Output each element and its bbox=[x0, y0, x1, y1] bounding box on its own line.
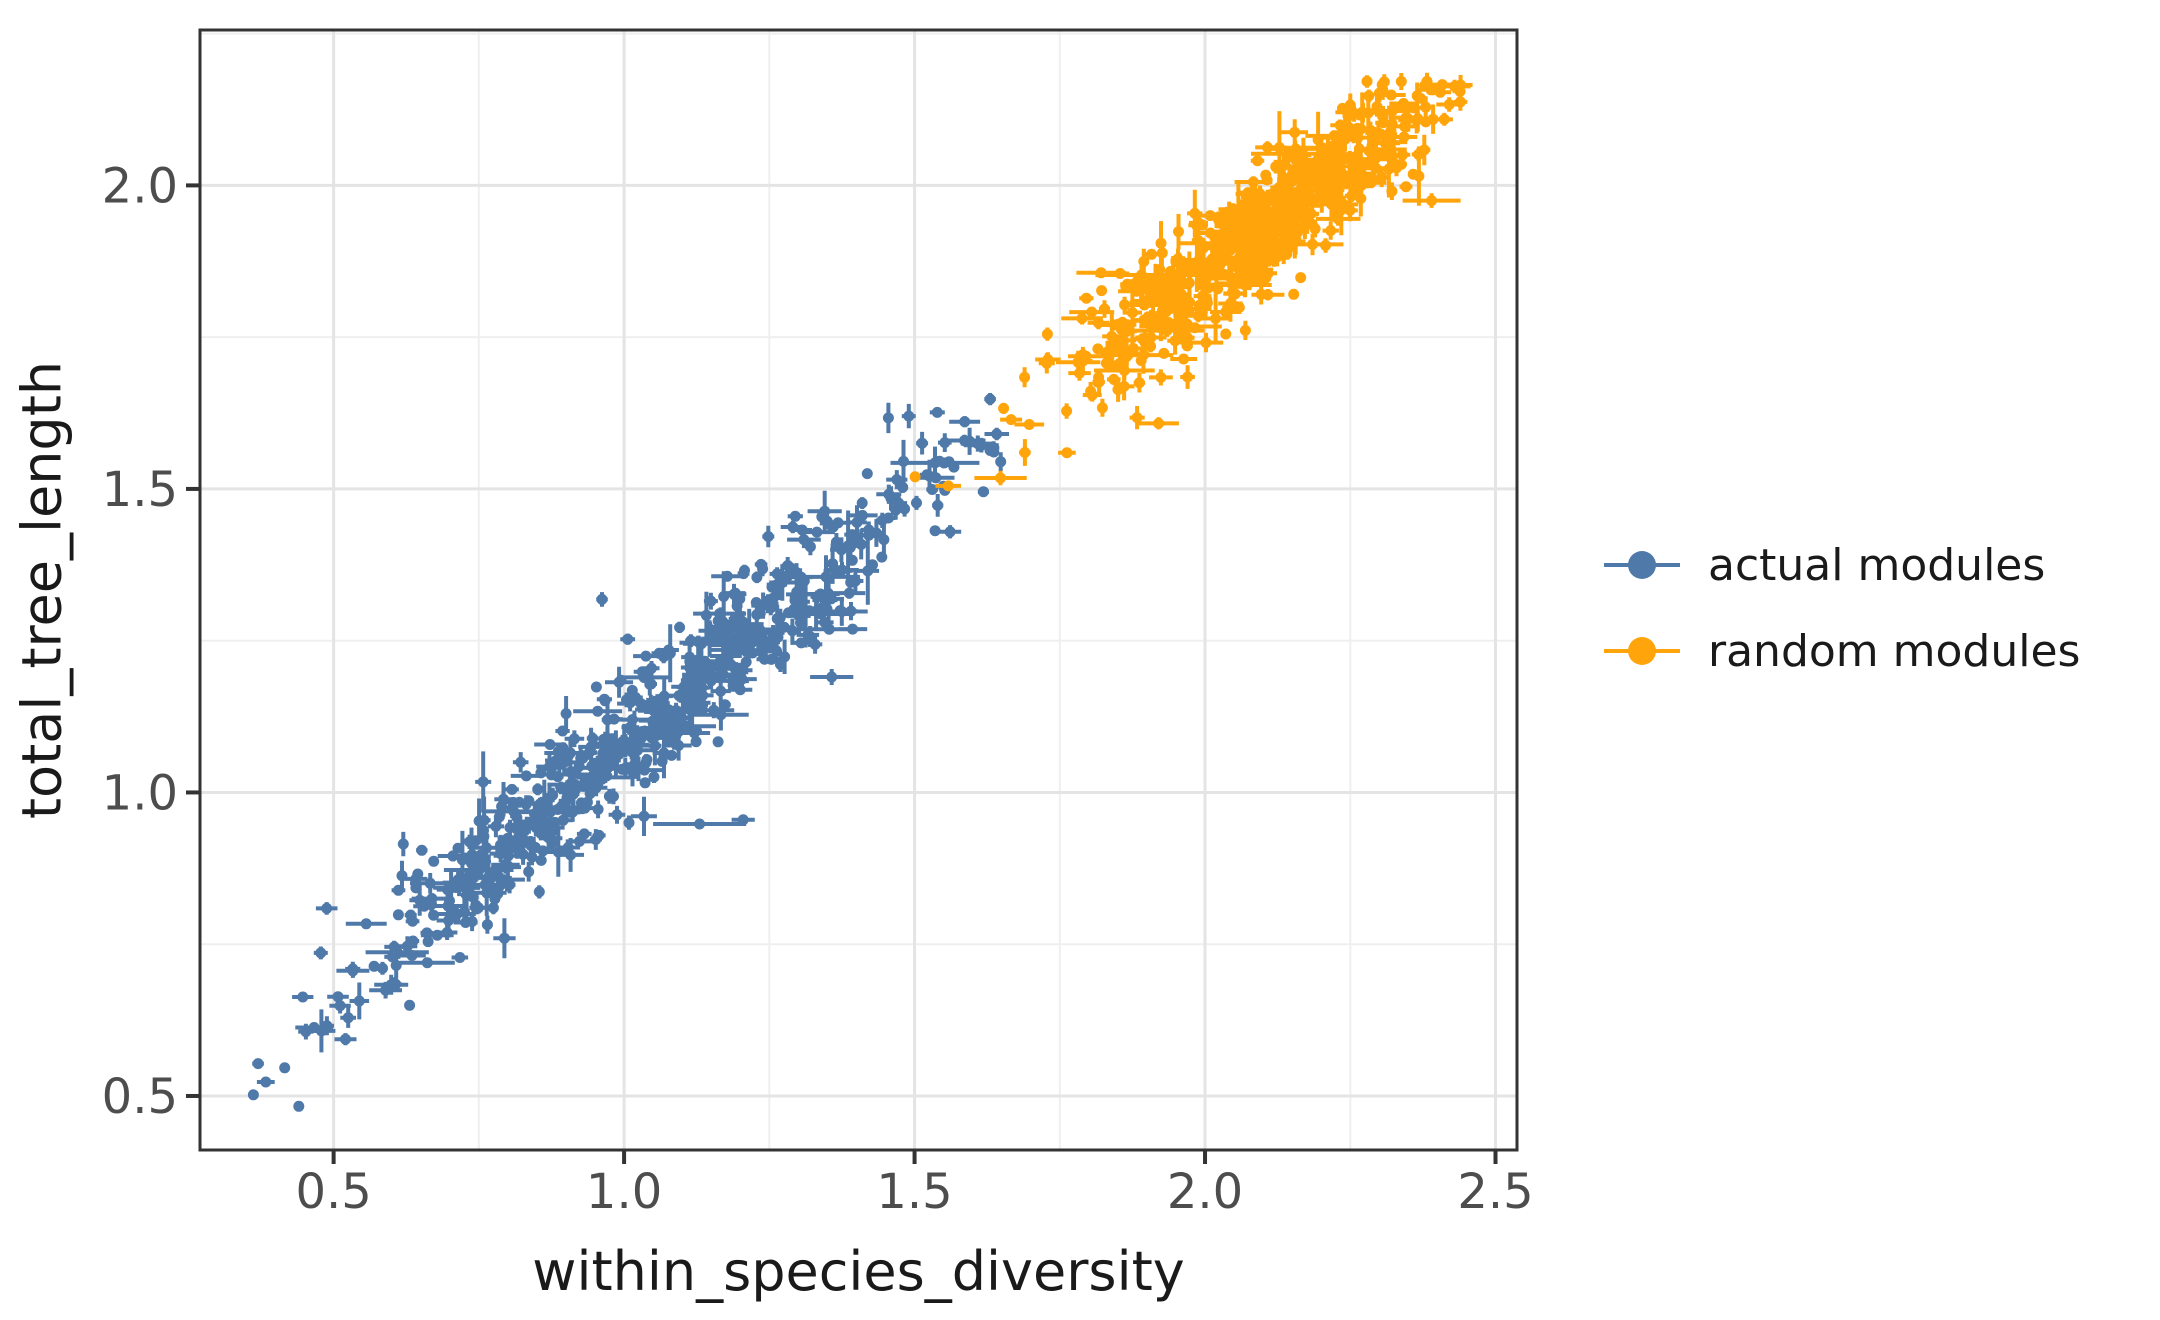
svg-text:0.5: 0.5 bbox=[102, 1069, 178, 1125]
x-axis-title: within_species_diversity bbox=[532, 1240, 1185, 1303]
svg-text:2.0: 2.0 bbox=[102, 158, 178, 214]
legend-label: actual modules bbox=[1708, 539, 2046, 591]
svg-text:1.5: 1.5 bbox=[876, 1164, 952, 1220]
svg-text:1.5: 1.5 bbox=[102, 462, 178, 518]
legend-label: random modules bbox=[1708, 625, 2081, 677]
svg-text:0.5: 0.5 bbox=[295, 1164, 371, 1220]
pointrange-key-icon bbox=[1604, 551, 1680, 579]
y-axis-title: total_tree_length bbox=[10, 360, 74, 820]
legend-item-random-modules: random modules bbox=[1600, 608, 2080, 694]
svg-text:2.0: 2.0 bbox=[1167, 1164, 1243, 1220]
legend-item-actual-modules: actual modules bbox=[1600, 522, 2080, 608]
pointrange-key-icon bbox=[1604, 637, 1680, 665]
svg-text:1.0: 1.0 bbox=[102, 765, 178, 821]
svg-text:1.0: 1.0 bbox=[586, 1164, 662, 1220]
legend: actual modules random modules bbox=[1600, 522, 2080, 694]
svg-text:2.5: 2.5 bbox=[1457, 1164, 1533, 1220]
